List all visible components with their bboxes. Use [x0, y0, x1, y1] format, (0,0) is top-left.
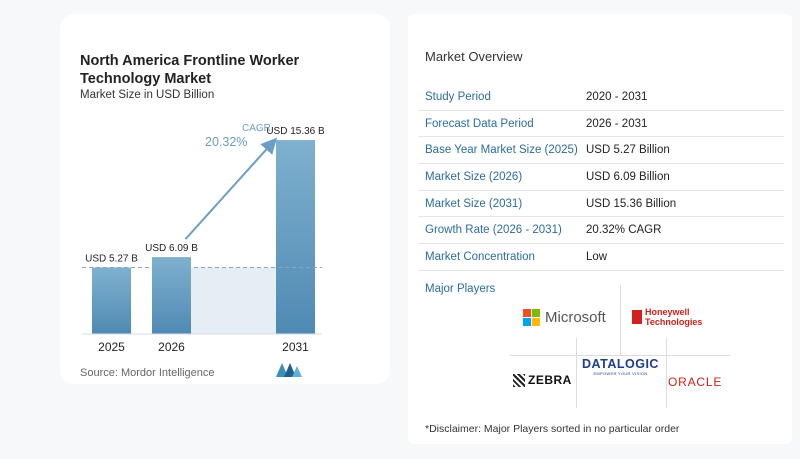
- microsoft-icon-tile: [523, 309, 531, 317]
- zebra-icon: [513, 373, 525, 387]
- overview-key: Market Size (2026): [425, 170, 523, 183]
- overview-value: Low: [586, 250, 608, 263]
- grid-divider: [576, 338, 577, 408]
- overview-value: USD 6.09 Billion: [586, 170, 670, 183]
- players-logo-grid: [510, 285, 740, 410]
- overview-title: Market Overview: [425, 49, 523, 64]
- overview-table: Study Period 2020 - 2031 Forecast Data Pe…: [418, 84, 784, 271]
- overview-value: 2020 - 2031: [586, 90, 648, 103]
- honeywell-logo: Honeywell Technologies: [632, 307, 702, 327]
- overview-key: Forecast Data Period: [425, 117, 534, 130]
- overview-value: USD 15.36 Billion: [586, 197, 677, 210]
- overview-row: Market Concentration Low: [418, 244, 784, 271]
- x-tick-label-2031: 2031: [282, 340, 309, 354]
- honeywell-icon: [632, 310, 642, 324]
- bar-2025: [92, 267, 131, 334]
- microsoft-icon-tile: [532, 318, 540, 326]
- disclaimer: *Disclaimer: Major Players sorted in no …: [425, 423, 680, 435]
- mordor-logo-icon: [276, 363, 302, 377]
- microsoft-logo: Microsoft: [523, 309, 606, 326]
- x-tick-label-2025: 2025: [98, 340, 125, 354]
- cagr-arrow: [184, 137, 278, 240]
- overview-row: Forecast Data Period 2026 - 2031: [418, 111, 784, 138]
- datalogic-tagline: EMPOWER YOUR VISION: [593, 371, 648, 376]
- oracle-logo: ORACLE: [668, 375, 723, 389]
- overview-value: 20.32% CAGR: [586, 224, 662, 237]
- honeywell-name: Honeywell Technologies: [645, 307, 702, 327]
- grid-divider: [620, 285, 621, 355]
- chart-title: North America Frontline Worker Technolog…: [80, 53, 300, 87]
- grid-divider: [666, 338, 667, 408]
- microsoft-icon: [523, 309, 540, 326]
- bar-chart: USD 5.27 B USD 6.09 B USD 15.36 B 2025 2026 2…: [82, 123, 325, 354]
- x-tick-label-2026: 2026: [158, 340, 185, 354]
- overview-row: Market Size (2031) USD 15.36 Billion: [418, 191, 784, 218]
- overview-row: Study Period 2020 - 2031: [418, 84, 784, 111]
- overview-row: Base Year Market Size (2025) USD 5.27 Bil…: [418, 137, 784, 165]
- cagr-value: 20.32%: [205, 135, 247, 149]
- overview-card: [408, 14, 792, 444]
- zebra-name: ZEBRA: [528, 373, 572, 387]
- cagr-label: CAGR: [242, 123, 271, 134]
- source-label: Source: Mordor Intelligence: [80, 367, 215, 379]
- projection-band: [191, 267, 276, 334]
- overview-row: Market Size (2026) USD 6.09 Billion: [418, 164, 784, 191]
- honeywell-line1: Honeywell: [645, 307, 690, 317]
- bar-2026: [152, 257, 191, 334]
- overview-key: Market Size (2031): [425, 197, 523, 210]
- players-title: Major Players: [425, 283, 496, 295]
- overview-row: Growth Rate (2026 - 2031) 20.32% CAGR: [418, 217, 784, 245]
- honeywell-line2: Technologies: [645, 317, 703, 327]
- chart-subtitle: Market Size in USD Billion: [80, 89, 215, 101]
- grid-divider: [510, 355, 730, 356]
- datalogic-name: DATALOGIC: [582, 357, 659, 371]
- datalogic-logo: DATALOGIC EMPOWER YOUR VISION: [582, 357, 659, 376]
- microsoft-icon-tile: [532, 309, 540, 317]
- microsoft-icon-tile: [523, 318, 531, 326]
- overview-key: Study Period: [425, 90, 491, 103]
- bar-2031: [276, 140, 315, 334]
- overview-key: Growth Rate (2026 - 2031): [425, 224, 562, 237]
- data-label-2025: USD 5.27 B: [85, 253, 138, 264]
- overview-key: Base Year Market Size (2025): [425, 144, 578, 157]
- overview-value: 2026 - 2031: [586, 117, 648, 130]
- microsoft-name: Microsoft: [545, 309, 606, 326]
- data-label-2031: USD 15.36 B: [266, 126, 325, 137]
- data-label-2026: USD 6.09 B: [145, 243, 198, 254]
- overview-value: USD 5.27 Billion: [586, 144, 670, 157]
- overview-key: Market Concentration: [425, 250, 535, 263]
- zebra-logo: ZEBRA: [513, 373, 572, 387]
